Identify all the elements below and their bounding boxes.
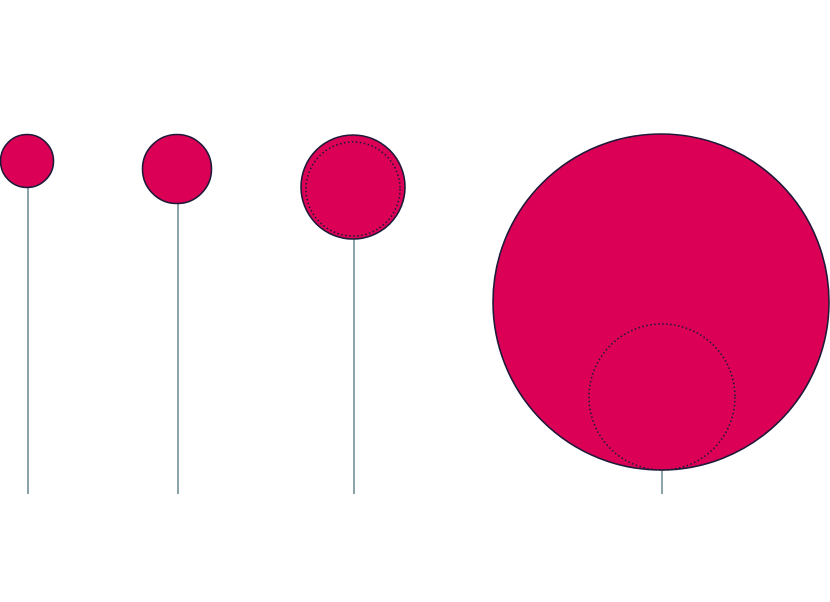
pin-1-head [0, 133, 55, 189]
pin-3 [300, 134, 406, 494]
pin-4-inner-dotted-circle [588, 323, 736, 471]
pin-1 [0, 133, 55, 494]
pin-4 [492, 133, 830, 494]
pin-4-head [492, 133, 830, 471]
pin-3-head [300, 134, 406, 240]
pin-2 [141, 133, 213, 494]
pin-2-head [141, 133, 213, 205]
pin-3-inner-dotted-circle [305, 141, 401, 237]
